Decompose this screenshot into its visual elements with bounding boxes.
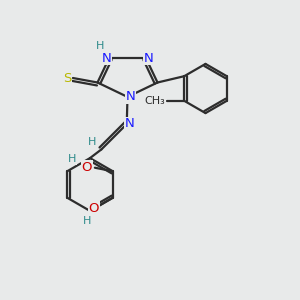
Text: CH₃: CH₃ xyxy=(145,96,166,106)
Text: O: O xyxy=(89,202,99,215)
Text: N: N xyxy=(144,52,153,65)
Text: H: H xyxy=(68,154,76,164)
Text: H: H xyxy=(96,41,105,51)
Text: S: S xyxy=(63,71,71,85)
Text: N: N xyxy=(125,117,135,130)
Text: O: O xyxy=(82,161,92,174)
Text: N: N xyxy=(126,90,135,104)
Text: N: N xyxy=(102,52,111,65)
Text: H: H xyxy=(88,137,97,147)
Text: H: H xyxy=(83,216,91,226)
